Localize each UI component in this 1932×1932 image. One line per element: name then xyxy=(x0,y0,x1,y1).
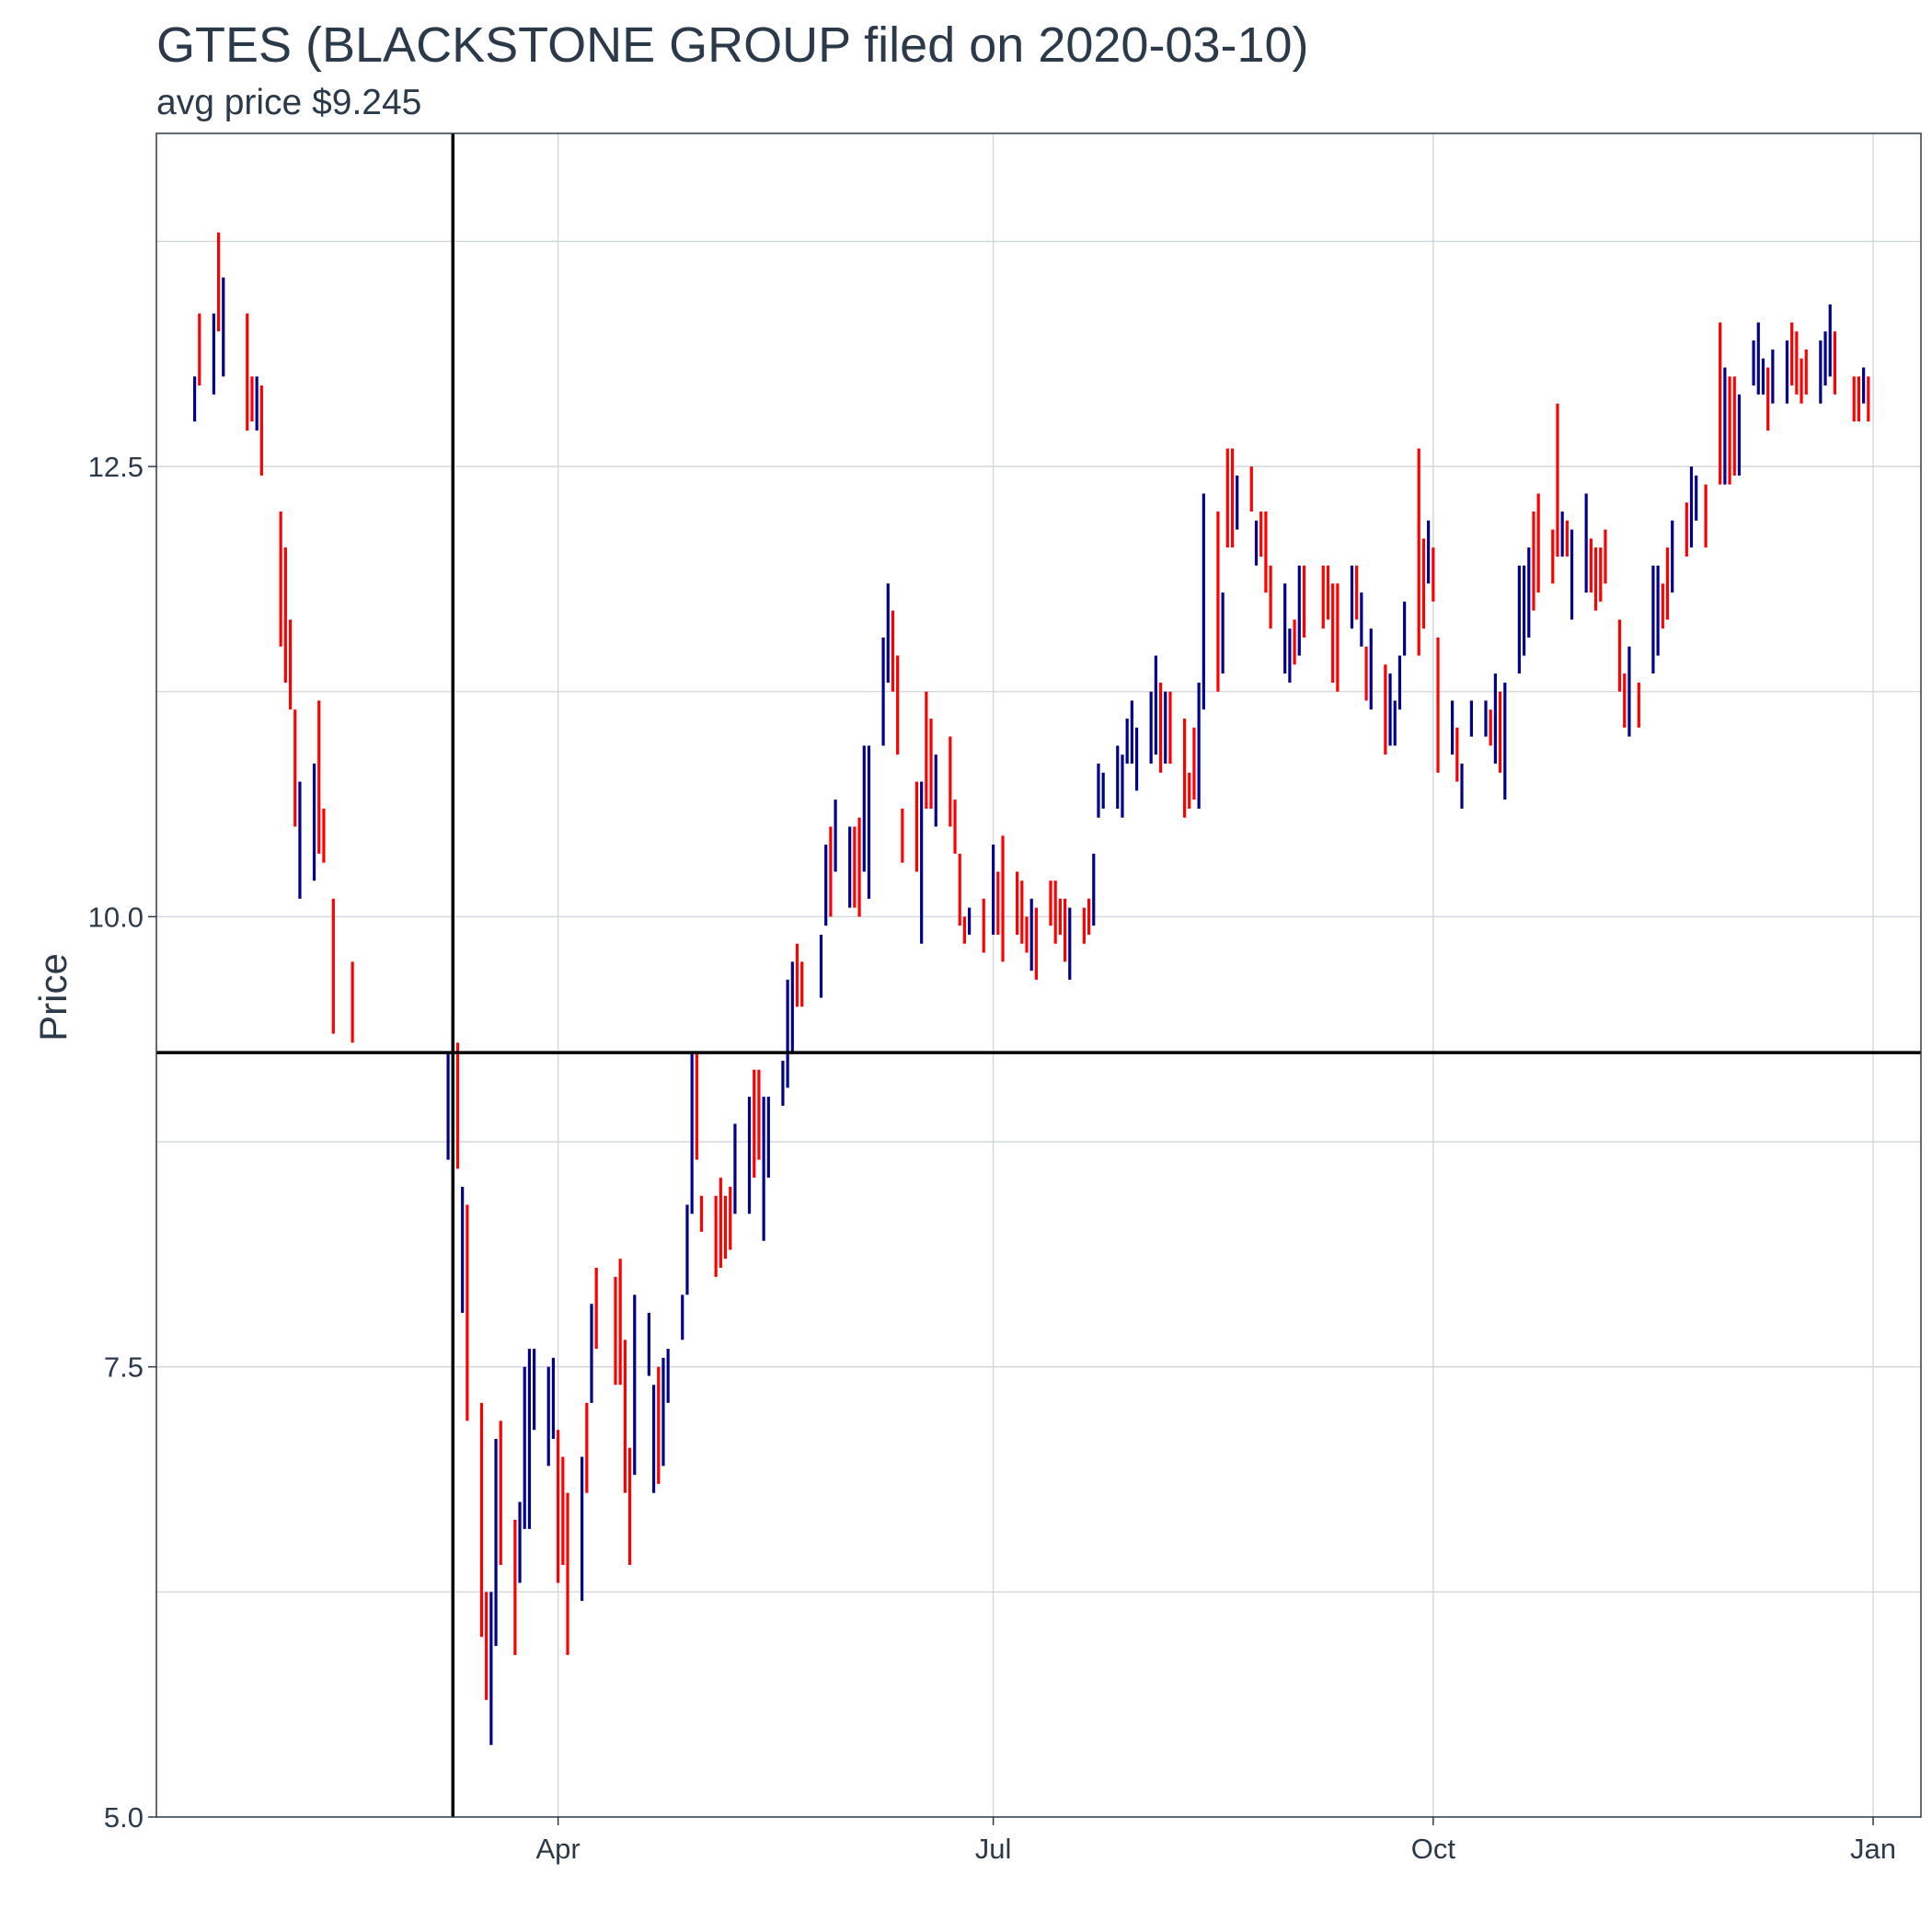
y-tick-label: 5.0 xyxy=(104,1801,144,1834)
plot-panel-border xyxy=(155,132,1922,1818)
x-tick-label: Jul xyxy=(975,1833,1012,1865)
x-tick-label: Jan xyxy=(1850,1833,1896,1865)
reference-lines xyxy=(156,133,1921,1817)
y-tick-label: 10.0 xyxy=(88,901,144,933)
chart-title: GTES (BLACKSTONE GROUP filed on 2020-03-… xyxy=(156,17,1309,73)
grid-lines xyxy=(156,133,1921,1818)
chart-subtitle: avg price $9.245 xyxy=(156,83,422,122)
y-tick-label: 7.5 xyxy=(104,1351,144,1384)
price-bars xyxy=(192,232,1870,1745)
axes: 5.0 7.5 10.0 12.5 Apr Jul Oct Jan xyxy=(88,451,1896,1865)
x-tick-label: Oct xyxy=(1411,1833,1456,1865)
y-tick-label: 12.5 xyxy=(88,451,144,483)
x-tick-label: Apr xyxy=(535,1833,580,1865)
